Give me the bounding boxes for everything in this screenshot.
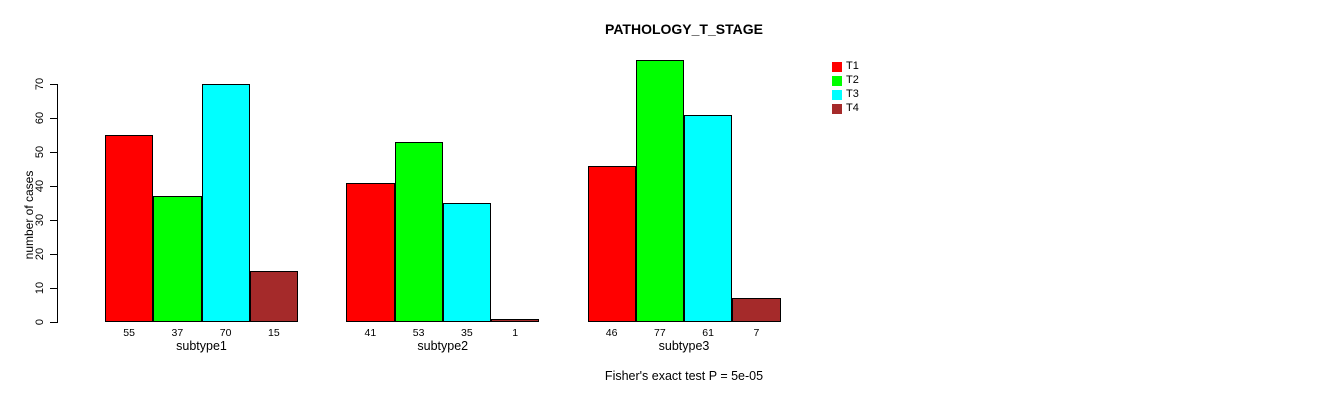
bar — [105, 135, 154, 322]
group-label: subtype3 — [658, 339, 710, 353]
y-tick-mark — [50, 220, 57, 221]
footer-note: Fisher's exact test P = 5e-05 — [604, 369, 764, 383]
bar — [684, 114, 733, 322]
bar-value-label: 53 — [412, 327, 425, 339]
bar-value-label: 1 — [512, 327, 519, 339]
bar-value-label: 77 — [654, 327, 666, 339]
bar — [153, 196, 202, 322]
bar — [346, 182, 395, 322]
y-tick-label: 70 — [34, 77, 46, 91]
bar-value-label: 61 — [702, 327, 714, 339]
bar — [491, 318, 540, 322]
y-tick-mark — [50, 152, 57, 153]
bar — [732, 298, 781, 322]
bar-value-label: 55 — [123, 327, 135, 339]
bar — [249, 271, 298, 322]
legend-label: T1 — [846, 60, 859, 72]
group-label: subtype1 — [176, 339, 227, 353]
y-tick-mark — [50, 322, 57, 323]
y-tick-mark — [50, 254, 57, 255]
bar-value-label: 46 — [605, 327, 618, 339]
bar-value-label: 15 — [268, 327, 280, 339]
y-tick-mark — [50, 84, 57, 85]
legend-swatch — [832, 89, 842, 100]
y-tick-label: 30 — [34, 213, 46, 227]
legend-swatch — [832, 75, 842, 86]
y-tick-label: 10 — [34, 281, 46, 295]
legend-item: T4 — [832, 103, 859, 114]
bar — [201, 84, 250, 322]
y-tick-label: 0 — [34, 318, 46, 326]
chart-title: PATHOLOGY_T_STAGE — [605, 21, 763, 37]
bar-value-label: 35 — [461, 327, 473, 339]
legend-swatch — [832, 103, 842, 114]
y-tick-mark — [50, 118, 57, 119]
legend-item: T3 — [832, 89, 859, 100]
group-label: subtype2 — [417, 339, 469, 353]
bar-value-label: 70 — [219, 327, 232, 339]
legend-item: T2 — [832, 75, 859, 86]
bar — [394, 141, 443, 322]
y-tick-label: 60 — [34, 111, 46, 125]
y-tick-label: 50 — [34, 145, 46, 159]
legend-label: T3 — [846, 88, 859, 100]
legend-item: T1 — [832, 61, 859, 72]
bar-value-label: 41 — [364, 327, 377, 339]
y-tick-mark — [50, 288, 57, 289]
y-tick-label: 20 — [34, 247, 46, 261]
legend-label: T4 — [846, 102, 859, 114]
y-axis-line — [57, 84, 58, 323]
bar — [635, 60, 684, 322]
bar — [442, 203, 491, 322]
legend-label: T2 — [846, 74, 859, 86]
y-tick-mark — [50, 186, 57, 187]
bar-value-label: 37 — [171, 327, 184, 339]
legend: T1 T2 T3 T4 — [832, 61, 859, 114]
bar-value-label: 7 — [753, 327, 760, 339]
y-tick-label: 40 — [34, 179, 46, 193]
legend-swatch — [832, 61, 842, 72]
bar — [587, 165, 636, 322]
